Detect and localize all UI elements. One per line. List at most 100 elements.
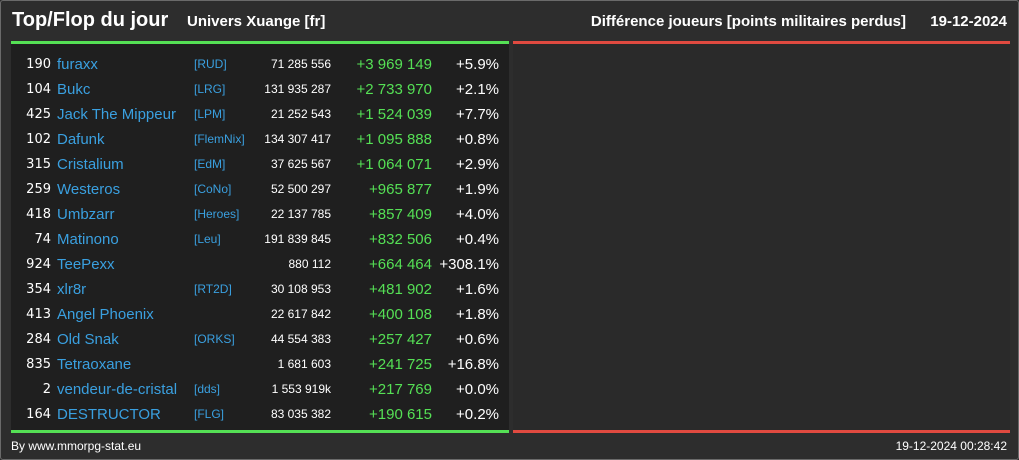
player-rank: 164	[26, 407, 51, 422]
points-difference: +1 095 888	[356, 131, 433, 148]
player-name-link[interactable]: vendeur-de-cristal	[57, 381, 178, 398]
table-row: 164 DESTRUCTOR [FLG] 83 035 382 +190 615 +0.2…	[11, 402, 509, 427]
table-row: 2 vendeur-de-cristal [dds] 1 553 919k +217 7…	[11, 377, 509, 402]
percent-change: +7.7%	[456, 106, 499, 123]
alliance-tag-link[interactable]: [RUD]	[194, 57, 227, 71]
alliance-tag-link[interactable]: [FlemNix]	[194, 132, 245, 146]
player-points: 1 553 919k	[271, 382, 331, 396]
player-points: 21 252 543	[270, 107, 331, 121]
alliance-tag-link[interactable]: [dds]	[194, 382, 221, 396]
points-difference: +2 733 970	[356, 81, 433, 98]
percent-change: +0.4%	[456, 231, 499, 248]
player-name-link[interactable]: furaxx	[57, 56, 98, 73]
player-rank: 418	[26, 207, 51, 222]
percent-change: +2.9%	[456, 156, 499, 173]
player-points: 131 935 287	[264, 82, 331, 96]
alliance-tag-link[interactable]: [LPM]	[194, 107, 226, 121]
alliance-tag-link[interactable]: [CoNo]	[194, 182, 232, 196]
points-difference: +217 769	[369, 381, 432, 398]
percent-change: +0.6%	[456, 331, 499, 348]
player-points: 30 108 953	[270, 282, 331, 296]
points-difference: +832 506	[369, 231, 432, 248]
alliance-tag-link[interactable]: [EdM]	[194, 157, 226, 171]
player-name-link[interactable]: Umbzarr	[57, 206, 115, 223]
player-name-link[interactable]: Dafunk	[57, 131, 105, 148]
points-difference: +3 969 149	[356, 56, 433, 73]
player-rank: 104	[26, 82, 51, 97]
points-difference: +1 064 071	[356, 156, 433, 173]
player-rank: 315	[26, 157, 51, 172]
alliance-tag-link[interactable]: [RT2D]	[194, 282, 232, 296]
player-rank: 259	[26, 182, 51, 197]
player-name-link[interactable]: Jack The Mippeur	[57, 106, 176, 123]
alliance-tag-link[interactable]: [Leu]	[194, 232, 221, 246]
points-difference: +190 615	[369, 406, 432, 423]
player-rank: 190	[26, 57, 51, 72]
points-difference: +400 108	[369, 306, 432, 323]
points-difference: +664 464	[369, 256, 432, 273]
page-title: Top/Flop du jour	[12, 9, 169, 31]
player-rank: 2	[42, 382, 51, 397]
player-name-link[interactable]: Bukc	[57, 81, 91, 98]
table-row: 418 Umbzarr [Heroes] 22 137 785 +857 409 +4.0…	[11, 202, 509, 227]
player-points: 83 035 382	[270, 407, 331, 421]
table-row: 190 furaxx [RUD] 71 285 556 +3 969 149 +5.9%	[11, 52, 509, 77]
alliance-tag-link[interactable]: [ORKS]	[194, 332, 235, 346]
player-name-link[interactable]: Angel Phoenix	[57, 306, 154, 323]
alliance-tag-link[interactable]: [FLG]	[194, 407, 225, 421]
table-row: 104 Bukc [LRG] 131 935 287 +2 733 970 +2.1%	[11, 77, 509, 102]
points-difference: +965 877	[369, 181, 432, 198]
points-difference: +257 427	[369, 331, 432, 348]
player-rank: 354	[26, 282, 51, 297]
player-name-link[interactable]: Cristalium	[57, 156, 124, 173]
points-difference: +241 725	[369, 356, 432, 373]
player-points: 71 285 556	[270, 57, 331, 71]
ranking-description: Différence joueurs [points militaires pe…	[590, 13, 906, 30]
player-rank: 835	[26, 357, 51, 372]
timestamp: 19-12-2024 00:28:42	[895, 439, 1007, 453]
flop-panel	[513, 41, 1010, 433]
player-points: 22 617 842	[270, 307, 331, 321]
percent-change: +5.9%	[456, 56, 499, 73]
player-points: 1 681 603	[277, 357, 331, 371]
player-points: 22 137 785	[270, 207, 331, 221]
player-points: 191 839 845	[264, 232, 331, 246]
player-name-link[interactable]: Old Snak	[57, 331, 119, 348]
percent-change: +16.8%	[447, 356, 499, 373]
player-points: 880 112	[288, 257, 332, 271]
table-row: 102 Dafunk [FlemNix] 134 307 417 +1 095 888 +…	[11, 127, 509, 152]
points-difference: +857 409	[369, 206, 432, 223]
percent-change: +1.6%	[456, 281, 499, 298]
table-row: 413 Angel Phoenix 22 617 842 +400 108 +1.8%	[11, 302, 509, 327]
points-difference: +1 524 039	[356, 106, 433, 123]
percent-change: +0.2%	[456, 406, 499, 423]
table-row: 924 TeePexx 880 112 +664 464 +308.1%	[11, 252, 509, 277]
player-rank: 425	[26, 107, 51, 122]
player-name-link[interactable]: DESTRUCTOR	[57, 406, 161, 423]
top-panel: 190 furaxx [RUD] 71 285 556 +3 969 149 +5.9% 1…	[11, 41, 509, 433]
credit-link[interactable]: By www.mmorpg-stat.eu	[11, 439, 142, 453]
table-row: 835 Tetraoxane 1 681 603 +241 725 +16.8%	[11, 352, 509, 377]
percent-change: +4.0%	[456, 206, 499, 223]
table-row: 284 Old Snak [ORKS] 44 554 383 +257 427 +0.6%	[11, 327, 509, 352]
player-name-link[interactable]: xlr8r	[57, 281, 87, 298]
top-list: 190 furaxx [RUD] 71 285 556 +3 969 149 +5.9% 1…	[11, 52, 509, 427]
percent-change: +308.1%	[439, 256, 499, 273]
alliance-tag-link[interactable]: [LRG]	[194, 82, 226, 96]
points-difference: +481 902	[369, 281, 432, 298]
player-rank: 284	[26, 332, 51, 347]
player-rank: 74	[34, 232, 51, 247]
alliance-tag-link[interactable]: [Heroes]	[194, 207, 240, 221]
player-points: 52 500 297	[270, 182, 331, 196]
player-rank: 924	[26, 257, 51, 272]
player-name-link[interactable]: Matinono	[57, 231, 119, 248]
player-name-link[interactable]: Tetraoxane	[57, 356, 132, 373]
percent-change: +1.9%	[456, 181, 499, 198]
table-row: 315 Cristalium [EdM] 37 625 567 +1 064 071 +2…	[11, 152, 509, 177]
player-name-link[interactable]: Westeros	[57, 181, 121, 198]
player-name-link[interactable]: TeePexx	[57, 256, 115, 273]
table-row: 425 Jack The Mippeur [LPM] 21 252 543 +1 524…	[11, 102, 509, 127]
table-row: 259 Westeros [CoNo] 52 500 297 +965 877 +1.9%	[11, 177, 509, 202]
percent-change: +0.0%	[456, 381, 499, 398]
player-points: 44 554 383	[270, 332, 331, 346]
